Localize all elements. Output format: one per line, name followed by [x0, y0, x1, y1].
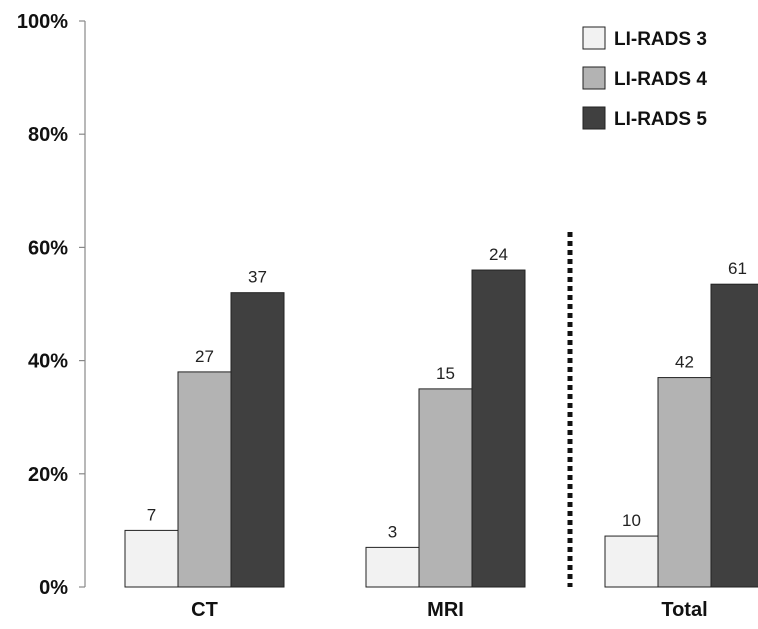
- bar: [365, 546, 420, 588]
- legend-label: LI-RADS 5: [614, 109, 707, 130]
- data-label: 27: [195, 347, 214, 366]
- data-label: 42: [675, 353, 694, 372]
- data-label: 37: [248, 268, 267, 287]
- bar: [471, 269, 526, 588]
- bar: [710, 283, 758, 588]
- legend-swatch: [582, 26, 606, 50]
- data-label: 24: [489, 245, 508, 264]
- data-label: 61: [728, 259, 747, 278]
- data-label: 7: [147, 505, 156, 524]
- bar: [230, 292, 285, 588]
- y-tick-label: 0%: [39, 577, 68, 599]
- y-tick-label: 80%: [28, 124, 68, 146]
- bar: [177, 371, 232, 588]
- bars: 7 27 37 3 15 24 10 42 61: [124, 245, 758, 588]
- legend: LI-RADS 3 LI-RADS 4 LI-RADS 5: [582, 26, 707, 130]
- legend-swatch: [582, 106, 606, 130]
- data-label: 15: [436, 364, 455, 383]
- data-label: 10: [622, 511, 641, 530]
- x-tick-label: MRI: [427, 599, 464, 621]
- data-label: 3: [388, 522, 397, 541]
- y-tick-label: 40%: [28, 351, 68, 373]
- legend-label: LI-RADS 4: [614, 69, 707, 90]
- bar: [604, 535, 659, 588]
- y-tick-label: 20%: [28, 464, 68, 486]
- x-tick-label: Total: [661, 599, 707, 621]
- axes: 0% 20% 40% 60% 80% 100% CT MRI Total: [17, 11, 708, 621]
- legend-label: LI-RADS 3: [614, 29, 707, 50]
- legend-swatch: [582, 66, 606, 90]
- y-tick-label: 60%: [28, 237, 68, 259]
- y-tick-label: 100%: [17, 11, 68, 33]
- x-tick-label: CT: [191, 599, 218, 621]
- bar: [657, 377, 712, 588]
- bar: [124, 529, 179, 588]
- bar: [418, 388, 473, 588]
